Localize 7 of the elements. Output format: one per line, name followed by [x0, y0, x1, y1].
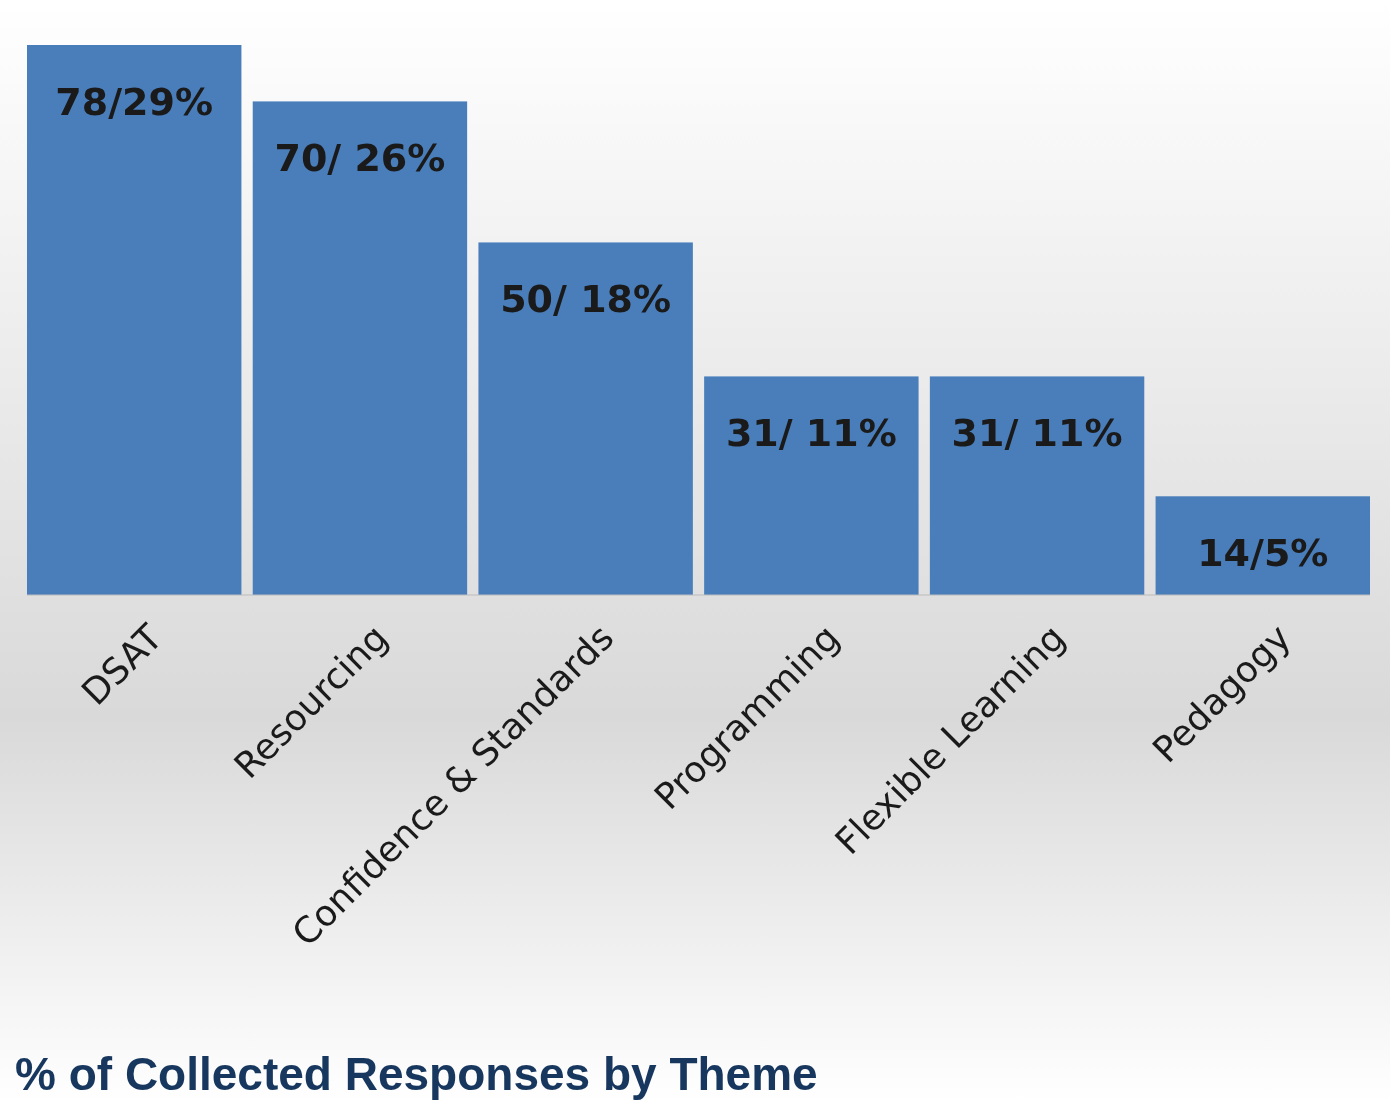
- data-label: 31/ 11%: [725, 411, 897, 456]
- text: % of Collected Responses by Theme: [15, 1048, 818, 1100]
- data-label: 14/5%: [1197, 531, 1329, 576]
- data-label: 78/29%: [55, 80, 214, 124]
- data-label: 50/ 18%: [500, 277, 672, 322]
- data-label: 70/ 26%: [274, 136, 446, 181]
- data-label: 31/ 11%: [951, 411, 1123, 456]
